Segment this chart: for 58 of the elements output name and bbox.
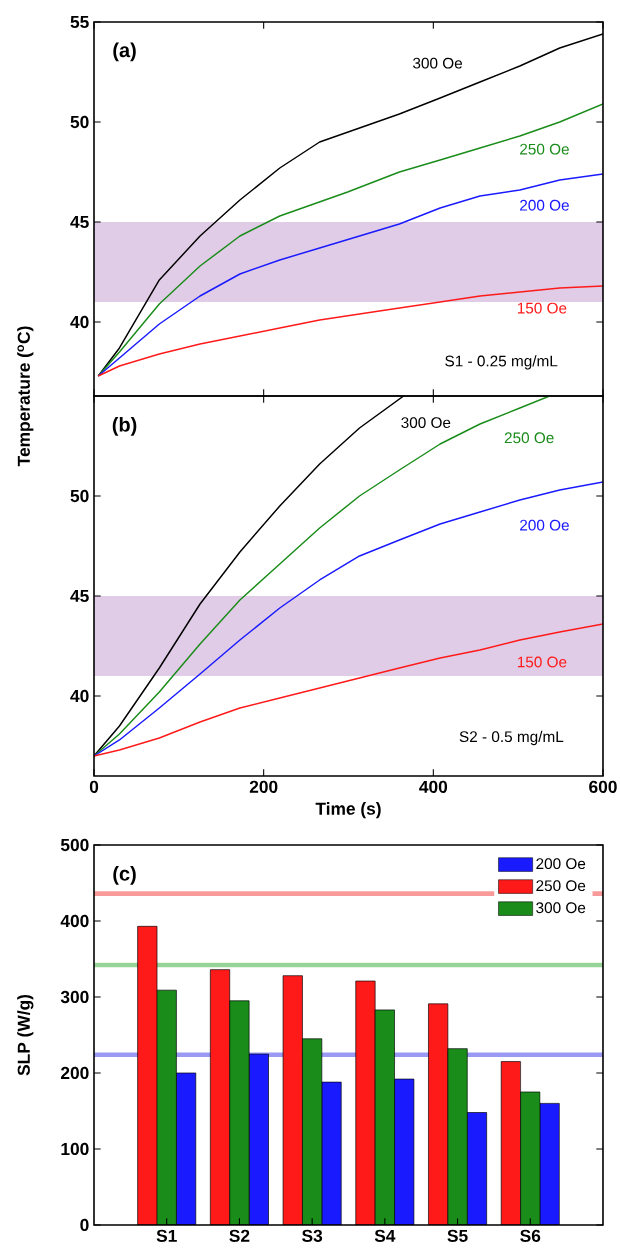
line-series (97, 103, 603, 377)
y-tick-label: 45 (70, 589, 89, 603)
x-tick-label: 0 (89, 780, 99, 793)
text: (a) (113, 42, 136, 62)
bar (137, 925, 158, 1225)
x-tick-label: 600 (589, 780, 617, 793)
text: (c) (113, 866, 136, 885)
y-tick-label: 45 (70, 215, 89, 229)
legend-label: 300 Oe (536, 902, 586, 914)
bar (539, 1103, 560, 1225)
y-tick-label: 300 (60, 990, 89, 1004)
line-series (97, 173, 603, 377)
y-tick-label: 100 (61, 1142, 89, 1156)
bar (394, 1078, 415, 1225)
series-label: 300 Oe (413, 57, 463, 69)
series-label: 200 Oe (520, 199, 569, 211)
series-label: 250 Oe (520, 143, 569, 155)
bar (282, 975, 303, 1225)
bar (176, 1072, 197, 1225)
x-tick-label: 200 (249, 780, 278, 793)
line-series (97, 285, 603, 377)
x-tick-label: S5 (447, 1229, 468, 1242)
y-tick-label: 500 (60, 838, 89, 852)
series-label: 150 Oe (517, 656, 567, 668)
bar (355, 980, 376, 1225)
series-label: 200 Oe (520, 519, 569, 531)
y-tick-label: 40 (70, 689, 89, 703)
legend-label: 300 Oe (401, 417, 451, 429)
x-tick-label: S2 (229, 1229, 250, 1242)
x-tick-label: S1 (156, 1229, 177, 1242)
y-tick-label: 55 (70, 15, 89, 29)
series-label: 250 Oe (504, 432, 554, 444)
bar (248, 1053, 269, 1225)
annotation: S2 - 0.5 mg/mL (459, 730, 564, 746)
y-tick-label: 40 (70, 315, 89, 329)
x-tick-label: 400 (419, 780, 448, 793)
line-series (94, 481, 603, 757)
y-tick-label: 400 (60, 914, 89, 928)
bar (466, 1112, 487, 1225)
y-axis-title: Temperature ($^{o}$C) (17, 326, 34, 467)
bar (500, 1061, 521, 1225)
legend-label: 200 Oe (536, 858, 586, 870)
legend-label: 250 Oe (536, 880, 586, 892)
y-tick-label: 50 (70, 115, 89, 129)
text: (b) (112, 417, 137, 436)
bar (428, 1003, 449, 1225)
annotation: S1 - 0.25 mg/mL (445, 355, 558, 370)
x-tick-label: S4 (374, 1229, 396, 1242)
bar (321, 1081, 342, 1225)
x-axis-title: Time (s) (315, 802, 381, 819)
x-tick-label: S6 (520, 1229, 541, 1242)
y-tick-label: 200 (60, 1066, 89, 1080)
y-tick-label: 0 (80, 1218, 89, 1232)
bar (210, 969, 231, 1225)
y-axis-title: SLP (W/g) (17, 994, 34, 1076)
series-label: 150 Oe (517, 302, 567, 314)
y-tick-label: 50 (70, 489, 89, 503)
x-tick-label: S3 (302, 1229, 323, 1242)
